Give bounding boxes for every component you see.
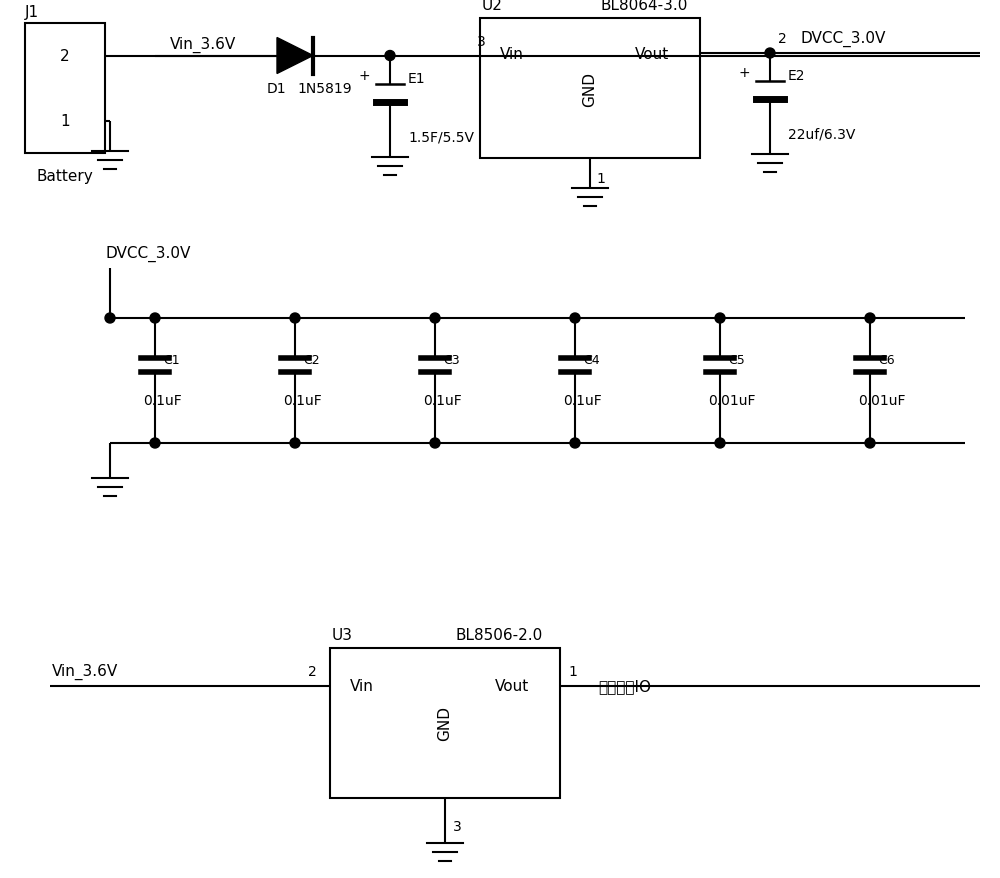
Text: D1: D1 (267, 82, 287, 96)
Text: 0.1uF: 0.1uF (283, 393, 322, 407)
Text: 0.1uF: 0.1uF (143, 393, 182, 407)
Circle shape (715, 313, 725, 324)
Text: C5: C5 (728, 354, 745, 367)
Polygon shape (277, 39, 313, 75)
Text: U2: U2 (482, 0, 503, 12)
Circle shape (150, 438, 160, 449)
Text: +: + (738, 66, 750, 80)
Text: Vin_3.6V: Vin_3.6V (170, 36, 236, 53)
Text: 2: 2 (60, 49, 70, 64)
Text: DVCC_3.0V: DVCC_3.0V (800, 31, 885, 47)
Text: 0.1uF: 0.1uF (563, 393, 602, 407)
Text: 2: 2 (778, 32, 787, 46)
Circle shape (865, 438, 875, 449)
Circle shape (290, 313, 300, 324)
Circle shape (430, 438, 440, 449)
Text: Vout: Vout (495, 678, 529, 694)
Text: 2: 2 (308, 664, 317, 678)
Text: +: + (358, 68, 370, 83)
Text: 0.01uF: 0.01uF (858, 393, 906, 407)
Circle shape (570, 438, 580, 449)
Text: 1: 1 (60, 114, 70, 129)
Text: Vin: Vin (350, 678, 374, 694)
Text: 1.5F/5.5V: 1.5F/5.5V (408, 130, 474, 144)
Text: 掉电检测IO: 掉电检测IO (598, 678, 651, 694)
Text: E2: E2 (788, 68, 806, 83)
Circle shape (430, 313, 440, 324)
Circle shape (105, 313, 115, 324)
Text: C2: C2 (303, 354, 320, 367)
Text: Battery: Battery (37, 169, 93, 184)
Circle shape (570, 313, 580, 324)
Text: 1: 1 (596, 172, 605, 186)
Text: E1: E1 (408, 71, 426, 85)
Bar (330, 648, 560, 798)
Circle shape (385, 52, 395, 61)
Circle shape (865, 313, 875, 324)
Circle shape (150, 313, 160, 324)
Text: 1N5819: 1N5819 (297, 82, 352, 96)
Text: BL8506-2.0: BL8506-2.0 (455, 627, 542, 642)
Text: 3: 3 (477, 34, 486, 48)
Text: C1: C1 (163, 354, 180, 367)
Bar (25, 24, 105, 154)
Text: GND: GND (582, 71, 598, 106)
Text: Vin: Vin (500, 47, 524, 61)
Text: DVCC_3.0V: DVCC_3.0V (105, 246, 190, 262)
Circle shape (715, 438, 725, 449)
Text: BL8064-3.0: BL8064-3.0 (600, 0, 687, 12)
Text: 22uf/6.3V: 22uf/6.3V (788, 128, 855, 142)
Circle shape (290, 438, 300, 449)
Text: 1: 1 (568, 664, 577, 678)
Text: GND: GND (438, 706, 453, 741)
Text: C3: C3 (443, 354, 460, 367)
Text: 0.01uF: 0.01uF (708, 393, 756, 407)
Bar (480, 19, 700, 159)
Text: Vin_3.6V: Vin_3.6V (52, 663, 118, 679)
Text: U3: U3 (332, 627, 353, 642)
Text: C4: C4 (583, 354, 600, 367)
Text: Vout: Vout (635, 47, 669, 61)
Text: 3: 3 (453, 819, 462, 833)
Text: 0.1uF: 0.1uF (423, 393, 462, 407)
Text: C6: C6 (878, 354, 895, 367)
Circle shape (765, 49, 775, 59)
Text: J1: J1 (25, 4, 39, 19)
